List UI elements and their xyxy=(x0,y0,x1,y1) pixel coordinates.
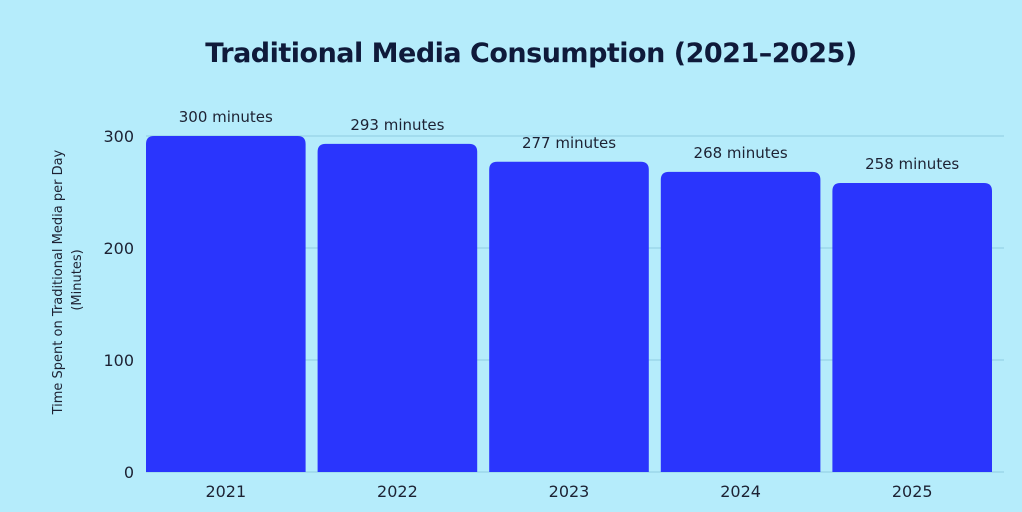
y-tick-label: 100 xyxy=(103,351,134,370)
data-label: 293 minutes xyxy=(350,116,444,134)
x-tick-label: 2023 xyxy=(549,482,590,501)
bar xyxy=(832,183,992,473)
y-axis-title-line-2: (Minutes) xyxy=(70,249,85,310)
x-tick-label: 2024 xyxy=(720,482,761,501)
data-label: 258 minutes xyxy=(865,155,959,173)
x-tick-label: 2025 xyxy=(892,482,933,501)
chart-title: Traditional Media Consumption (2021–2025… xyxy=(205,38,857,69)
bar xyxy=(489,161,649,472)
y-tick-label: 300 xyxy=(103,127,134,146)
data-label: 268 minutes xyxy=(694,144,788,162)
data-labels: 300 minutes 293 minutes 277 minutes 268 min… xyxy=(179,108,960,173)
bars xyxy=(146,136,992,473)
x-tick-label: 2022 xyxy=(377,482,418,501)
y-axis-title: Time Spent on Traditional Media per Day … xyxy=(51,146,85,416)
y-axis-title-line-1: Time Spent on Traditional Media per Day xyxy=(51,149,66,415)
x-tick-label: 2021 xyxy=(205,482,246,501)
y-tick-label: 200 xyxy=(103,239,134,258)
bar xyxy=(317,143,478,472)
bar xyxy=(660,171,821,472)
y-tick-label: 0 xyxy=(124,463,134,482)
data-label: 277 minutes xyxy=(522,134,616,152)
y-axis-ticks: 0 100 200 300 xyxy=(103,127,134,482)
x-axis-ticks: 2021 2022 2023 2024 2025 xyxy=(205,482,932,501)
bar xyxy=(146,136,306,472)
data-label: 300 minutes xyxy=(179,108,273,126)
